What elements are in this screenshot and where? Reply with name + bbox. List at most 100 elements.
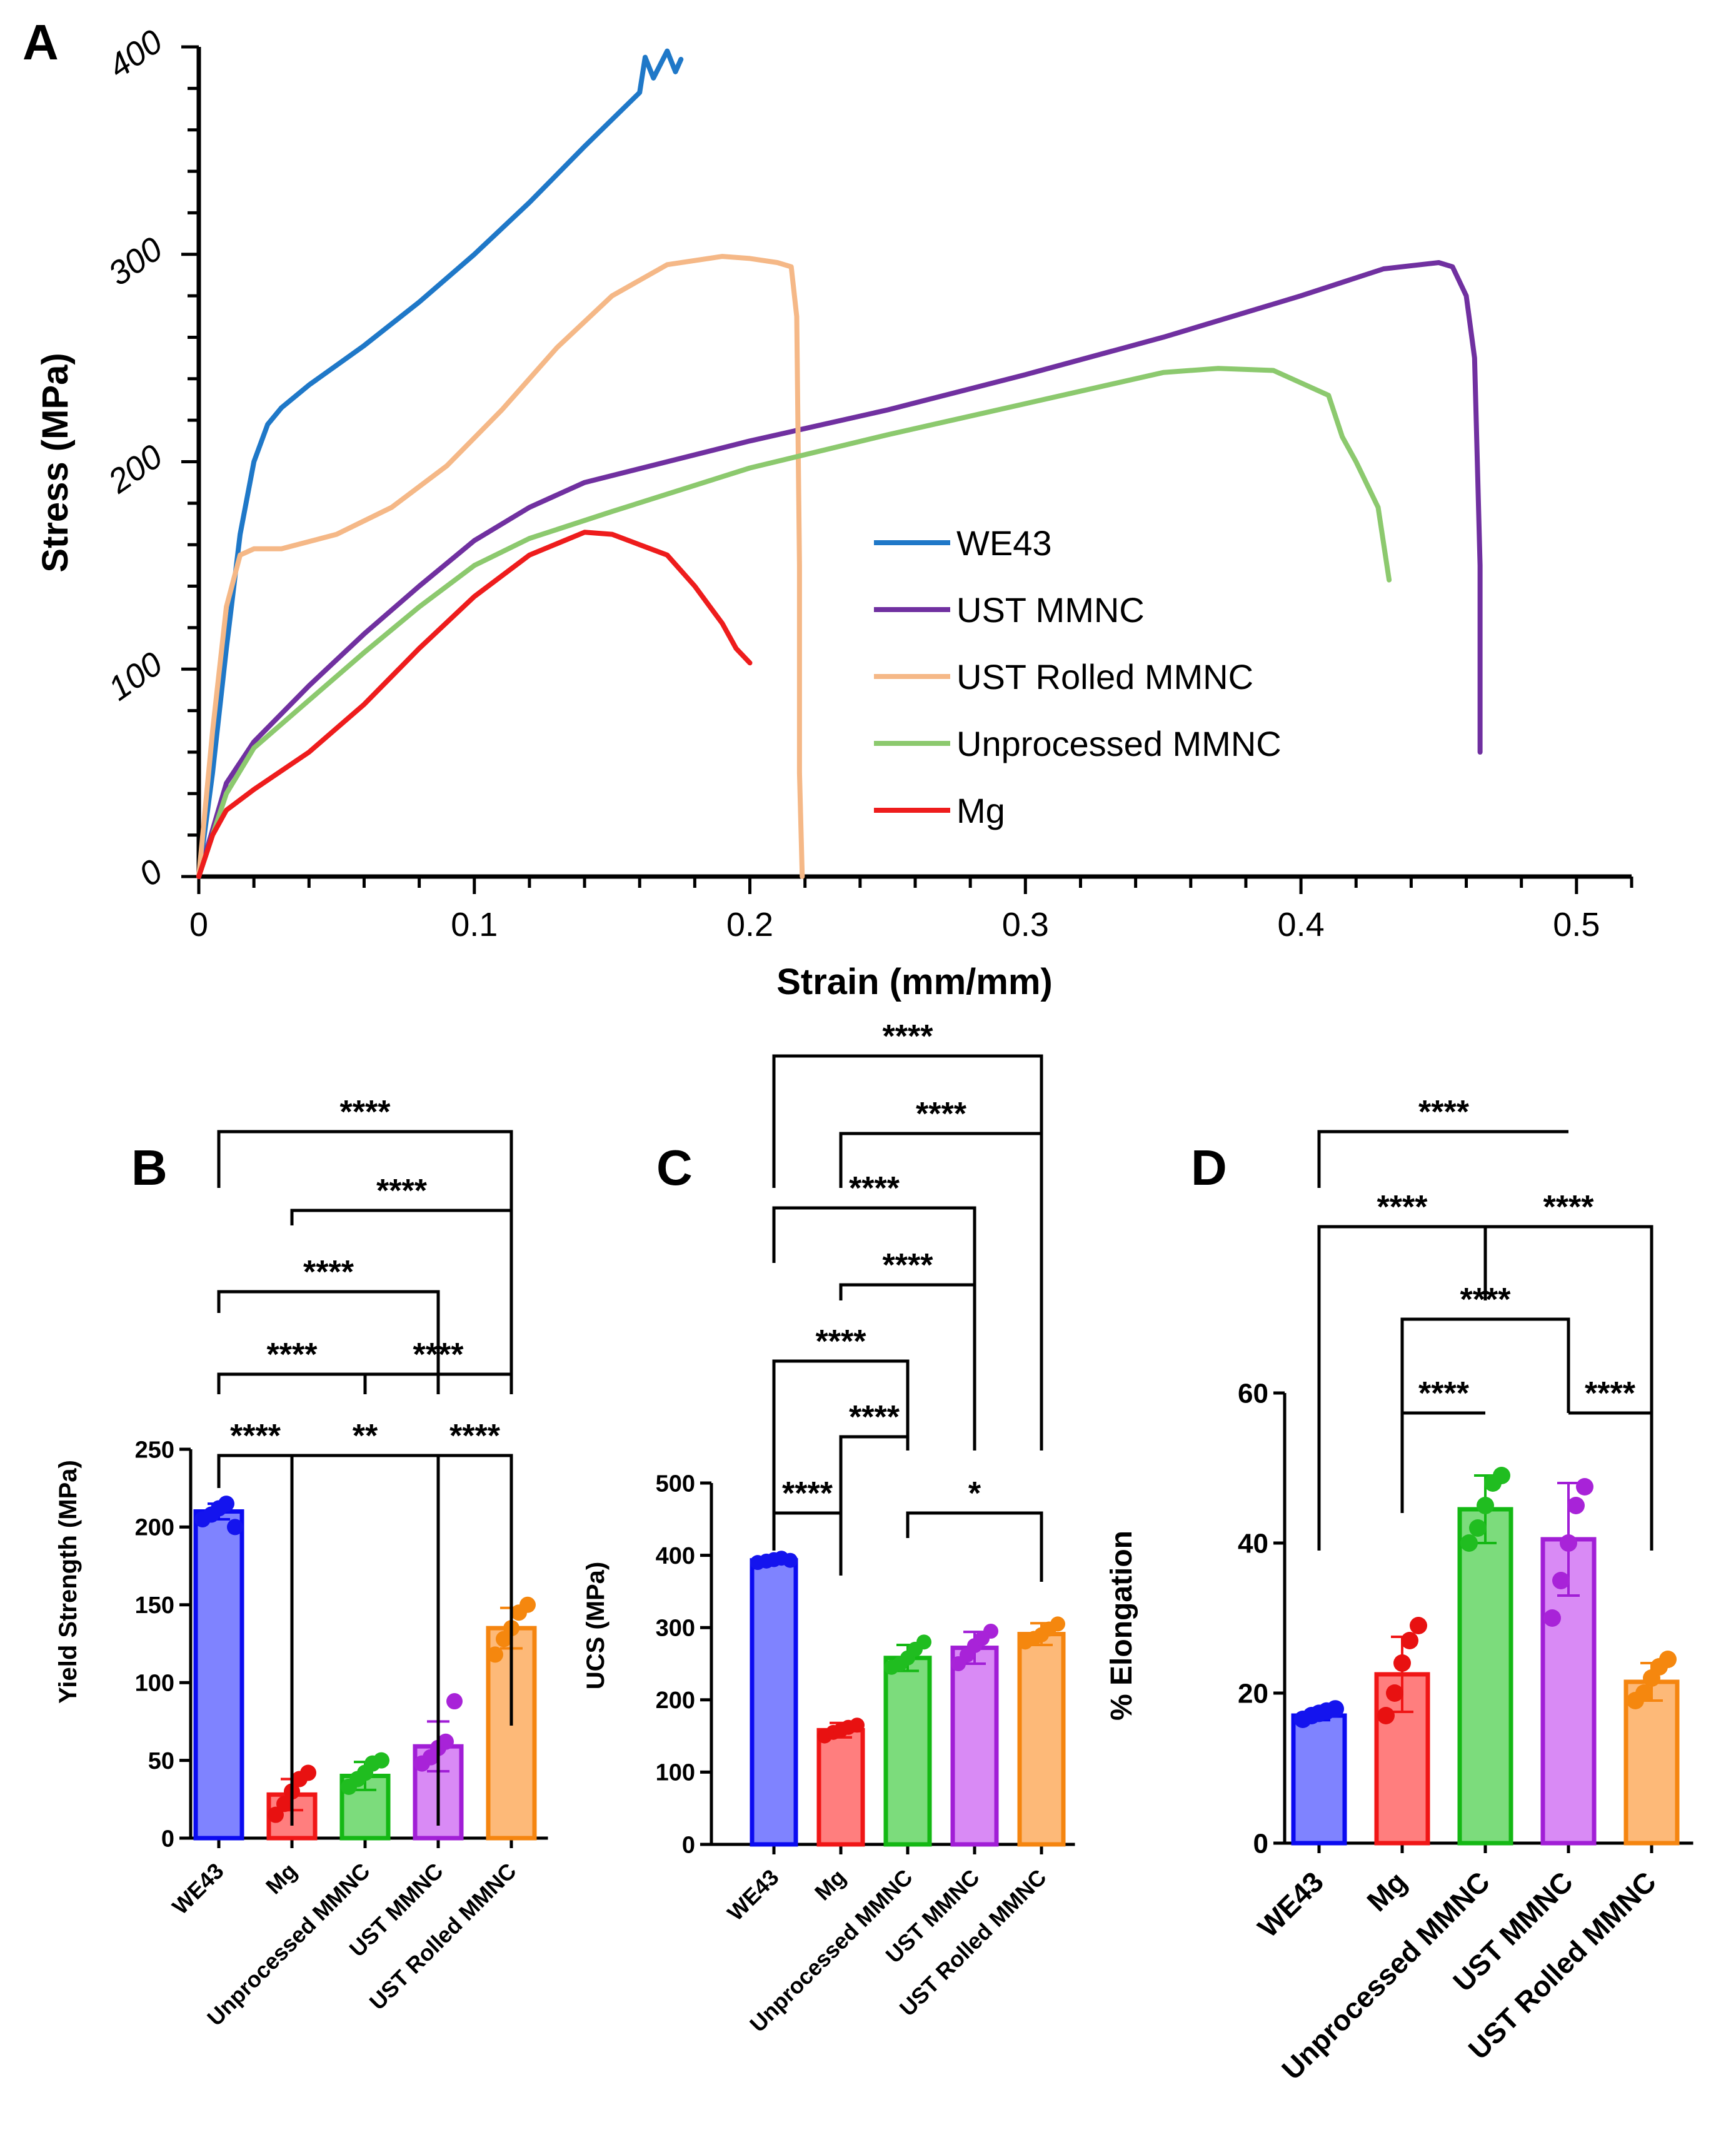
data-point-mg xyxy=(268,1806,284,1823)
series-line-ust-mmnc xyxy=(196,260,1483,879)
data-point-ust-mmnc xyxy=(983,1623,998,1639)
y-tick-label: 200 xyxy=(101,438,169,501)
panel-a-letter: A xyxy=(23,14,59,70)
x-tick-label: 0.5 xyxy=(1553,906,1600,943)
legend-label-unprocessed-mmnc: Unprocessed MMNC xyxy=(956,724,1282,763)
significance-bracket xyxy=(839,1132,1043,1451)
significance-label: **** xyxy=(376,1173,428,1209)
y-tick-label: 500 xyxy=(656,1471,695,1497)
significance-label: **** xyxy=(340,1094,391,1130)
significance-label: * xyxy=(968,1476,981,1512)
panel-d-letter: D xyxy=(1191,1140,1227,1195)
y-tick-label: 250 xyxy=(135,1437,174,1463)
data-point-we43 xyxy=(218,1496,234,1512)
significance-label: **** xyxy=(449,1418,501,1454)
data-point-unprocessed-mmnc xyxy=(916,1634,931,1650)
data-point-unprocessed-mmnc xyxy=(1493,1467,1510,1484)
data-point-we43 xyxy=(1327,1700,1344,1718)
series-line-mg xyxy=(196,530,753,879)
legend-label-we43: WE43 xyxy=(956,523,1052,563)
bar-we43 xyxy=(193,1509,244,1841)
y-tick-label: 200 xyxy=(135,1515,174,1541)
data-point-unprocessed-mmnc xyxy=(1469,1519,1487,1537)
data-point-unprocessed-mmnc xyxy=(373,1752,389,1769)
bar-we43 xyxy=(750,1558,798,1847)
x-tick-label: 0.1 xyxy=(451,906,498,943)
significance-label: **** xyxy=(816,1324,867,1360)
significance-bracket xyxy=(217,1290,440,1394)
panel-c-letter: C xyxy=(656,1140,693,1195)
legend-label-ust-rolled-mmnc: UST Rolled MMNC xyxy=(956,657,1253,696)
series-line-unprocessed-mmnc xyxy=(196,366,1392,879)
significance-label: **** xyxy=(883,1018,934,1055)
bar-mg xyxy=(816,1727,865,1847)
significance-label: ** xyxy=(353,1418,378,1454)
significance-label: **** xyxy=(849,1170,900,1207)
y-tick-label: 100 xyxy=(101,645,169,708)
significance-bracket xyxy=(217,1372,367,1394)
data-point-mg xyxy=(1386,1684,1403,1702)
data-point-ust-mmnc xyxy=(1543,1609,1561,1627)
panel-d-y-label: % Elongation xyxy=(1105,1531,1138,1721)
y-tick-label: 300 xyxy=(101,230,169,293)
bar-ust-rolled-mmnc xyxy=(1017,1632,1066,1847)
significance-label: **** xyxy=(883,1247,934,1284)
category-label-we43: WE43 xyxy=(722,1864,783,1926)
significance-bracket xyxy=(772,1359,910,1513)
significance-label: **** xyxy=(1460,1282,1512,1318)
significance-bracket xyxy=(839,1283,976,1451)
y-tick-label: 40 xyxy=(1238,1528,1268,1559)
x-tick-label: 0 xyxy=(189,906,208,943)
significance-label: **** xyxy=(267,1337,318,1373)
data-point-ust-mmnc xyxy=(1576,1478,1593,1496)
y-tick-label: 150 xyxy=(135,1592,174,1619)
data-point-mg xyxy=(1393,1654,1411,1672)
data-point-ust-mmnc xyxy=(1560,1534,1577,1552)
data-point-mg xyxy=(300,1764,316,1781)
bar-we43 xyxy=(1291,1713,1347,1846)
bar-ust-mmnc xyxy=(950,1646,999,1847)
data-point-mg xyxy=(1401,1632,1418,1649)
bar-unprocessed-mmnc xyxy=(883,1656,932,1847)
y-tick-label: 20 xyxy=(1238,1678,1268,1709)
panel-b: B Yield Strength (MPa) 0 50 100 150 200 250 WE… xyxy=(54,1094,548,2031)
category-label-mg: Mg xyxy=(261,1858,302,1899)
significance-bracket xyxy=(1317,1130,1568,1188)
significance-bracket xyxy=(839,1435,910,1513)
significance-label: **** xyxy=(1418,1094,1470,1130)
category-label-mg: Mg xyxy=(1360,1865,1413,1918)
significance-bracket xyxy=(1568,1411,1653,1551)
panel-a-x-ticks: 0 0.1 0.2 0.3 0.4 0.5 xyxy=(189,877,1633,943)
bar-unprocessed-mmnc xyxy=(1457,1507,1513,1846)
data-point-ust-mmnc xyxy=(1567,1497,1585,1514)
x-tick-label: 0.4 xyxy=(1278,906,1325,943)
significance-bracket xyxy=(290,1454,440,1826)
panel-a-legend: WE43 UST MMNC UST Rolled MMNC Unprocesse… xyxy=(874,523,1282,830)
panel-c-y-label: UCS (MPa) xyxy=(582,1562,610,1689)
significance-label: **** xyxy=(230,1418,281,1454)
significance-label: **** xyxy=(782,1476,833,1512)
y-tick-label: 400 xyxy=(656,1543,695,1569)
significance-label: **** xyxy=(1585,1375,1636,1412)
category-label-we43: WE43 xyxy=(167,1858,228,1919)
panel-a-y-label: Stress (MPa) xyxy=(35,353,76,572)
y-tick-label: 0 xyxy=(682,1832,695,1858)
data-point-ust-rolled-mmnc xyxy=(1635,1684,1653,1702)
legend-label-mg: Mg xyxy=(956,791,1005,830)
significance-label: **** xyxy=(413,1337,464,1373)
significance-label: **** xyxy=(1418,1375,1470,1412)
significance-bracket xyxy=(217,1454,294,1826)
data-point-ust-mmnc xyxy=(446,1693,463,1710)
significance-label: **** xyxy=(1543,1189,1595,1225)
y-tick-label: 0 xyxy=(161,1826,174,1852)
significance-bracket xyxy=(1317,1225,1485,1551)
y-tick-label: 0 xyxy=(133,852,169,893)
significance-bracket xyxy=(363,1372,513,1394)
significance-label: **** xyxy=(916,1096,967,1132)
significance-bracket xyxy=(436,1454,513,1726)
significance-label: **** xyxy=(303,1254,354,1290)
panel-b-letter: B xyxy=(131,1140,168,1195)
